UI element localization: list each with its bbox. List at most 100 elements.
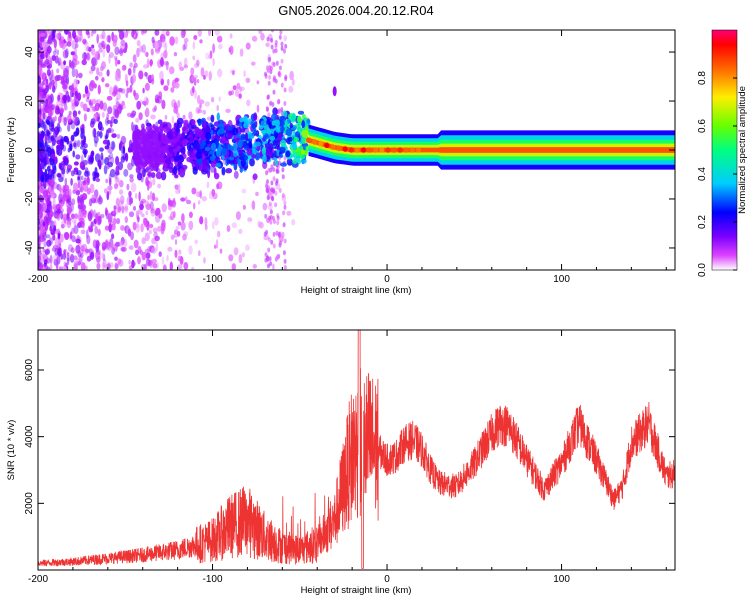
heatmap-cell	[300, 136, 306, 144]
heatmap-cell	[106, 95, 113, 101]
heatmap-cell	[43, 231, 47, 242]
heatmap-cell	[229, 33, 233, 39]
heatmap-cell	[117, 87, 123, 93]
heatmap-cell	[147, 194, 150, 201]
heatmap-cell	[38, 75, 41, 85]
heatmap-cell	[160, 78, 164, 86]
heatmap-cell	[268, 74, 272, 80]
heatmap-cell	[271, 30, 274, 33]
heatmap-cell	[119, 47, 124, 57]
heatmap-cell	[63, 104, 68, 111]
heatmap-cell	[232, 85, 237, 91]
heatmap-cell	[113, 205, 117, 210]
heatmap-cell	[280, 120, 285, 126]
heatmap-cell	[118, 259, 124, 267]
heatmap-cell	[107, 185, 113, 191]
heatmap-cell	[109, 52, 114, 58]
heatmap-cell	[151, 134, 158, 140]
heatmap-cell	[71, 227, 75, 234]
heatmap-cell	[150, 114, 156, 120]
heatmap-cell	[192, 41, 195, 50]
heatmap-cell	[101, 30, 106, 40]
heatmap-cell	[119, 180, 124, 188]
heatmap-cell	[96, 99, 101, 104]
heatmap-cell	[174, 184, 179, 190]
heatmap-cell	[211, 142, 217, 151]
heatmap-cell	[114, 183, 118, 190]
heatmap-cell	[73, 255, 78, 261]
heatmap-cell	[108, 54, 111, 64]
heatmap-cell	[269, 214, 273, 220]
heatmap-cell	[190, 151, 196, 159]
heatmap-cell	[158, 133, 162, 142]
heatmap-cell	[58, 247, 61, 257]
heatmap-cell	[81, 210, 87, 216]
heatmap-cell	[277, 70, 281, 76]
heatmap-cell	[82, 93, 86, 98]
heatmap-cell	[244, 132, 249, 142]
heatmap-cell	[416, 147, 421, 153]
heatmap-cell	[111, 233, 115, 240]
heatmap-cell	[179, 66, 185, 71]
heatmap-cell	[94, 253, 99, 259]
heatmap-cell	[171, 115, 175, 124]
heatmap-cell	[251, 35, 258, 42]
heatmap-cell	[135, 140, 141, 148]
heatmap-cell	[53, 225, 57, 232]
heatmap-cell	[348, 147, 354, 153]
heatmap-cell	[59, 138, 64, 147]
heatmap-cell	[46, 46, 52, 54]
heatmap-cell	[193, 202, 196, 210]
heatmap-cell	[152, 263, 158, 269]
heatmap-cell	[114, 46, 120, 55]
heatmap-cell	[107, 216, 112, 225]
heatmap-cell	[116, 218, 121, 225]
heatmap-cell	[264, 124, 271, 134]
heatmap-cell	[44, 223, 49, 232]
heatmap-cell	[111, 246, 115, 255]
heatmap-cell	[109, 262, 114, 268]
heatmap-cell	[189, 131, 194, 137]
heatmap-cell	[56, 208, 62, 214]
heatmap-cell	[275, 178, 279, 184]
heatmap-cell	[84, 42, 90, 52]
snr-y-label: SNR (10 * v/v)	[6, 420, 17, 481]
heatmap-cell	[292, 112, 296, 122]
snr-x-tick-label: 100	[553, 574, 570, 585]
heatmap-cell	[137, 216, 140, 223]
heatmap-cell	[86, 234, 91, 245]
heatmap-cell	[210, 159, 217, 168]
heatmap-cell	[151, 258, 157, 264]
heatmap-cell	[270, 44, 274, 50]
heatmap-cell	[239, 128, 245, 133]
heatmap-cell	[260, 120, 267, 127]
heatmap-cell	[46, 69, 52, 76]
heatmap-cell	[136, 100, 142, 110]
heatmap-cell	[189, 136, 194, 143]
heatmap-cell	[255, 130, 260, 137]
heatmap-cell	[195, 106, 201, 114]
heatmap-cell	[118, 103, 122, 114]
heatmap-cell	[97, 228, 101, 237]
heatmap-cell	[245, 244, 250, 251]
heatmap-cell	[171, 138, 178, 144]
heatmap-cell	[52, 50, 57, 56]
heatmap-cell	[127, 30, 130, 34]
heatmap-cell	[108, 34, 111, 44]
heatmap-cell	[38, 152, 41, 162]
heatmap-cell	[271, 215, 275, 221]
heatmap-cell	[48, 33, 52, 43]
heatmap-cell	[42, 190, 47, 201]
heatmap-cell	[279, 30, 283, 35]
heatmap-cell	[160, 57, 164, 67]
heatmap-cell	[245, 42, 251, 50]
heatmap-cell	[112, 217, 117, 225]
heatmap-cell	[191, 187, 197, 195]
heatmap-cell	[58, 162, 62, 170]
heatmap-cell	[149, 201, 154, 211]
heatmap-cell	[286, 210, 292, 216]
heatmap-cell	[154, 41, 159, 50]
heatmap-cell	[391, 147, 397, 153]
heatmap-cell	[173, 102, 178, 109]
heatmap-cell	[218, 128, 225, 135]
